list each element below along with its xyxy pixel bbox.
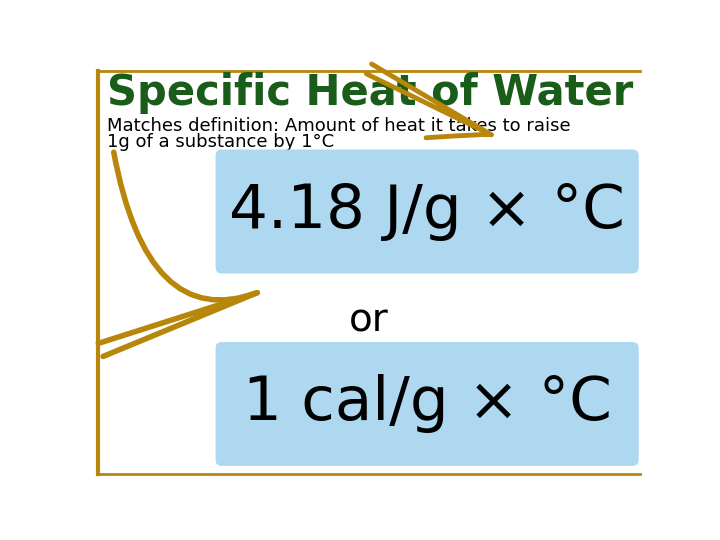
- FancyBboxPatch shape: [215, 342, 639, 466]
- FancyBboxPatch shape: [215, 150, 639, 273]
- Text: Matches definition: Amount of heat it takes to raise: Matches definition: Amount of heat it ta…: [107, 117, 571, 135]
- Text: Specific Heat of Water: Specific Heat of Water: [107, 72, 634, 114]
- Text: or: or: [349, 302, 389, 340]
- Text: 1 cal/g × °C: 1 cal/g × °C: [243, 374, 611, 434]
- Text: 1g of a substance by 1°C: 1g of a substance by 1°C: [107, 132, 334, 151]
- Text: 4.18 J/g × °C: 4.18 J/g × °C: [229, 182, 625, 241]
